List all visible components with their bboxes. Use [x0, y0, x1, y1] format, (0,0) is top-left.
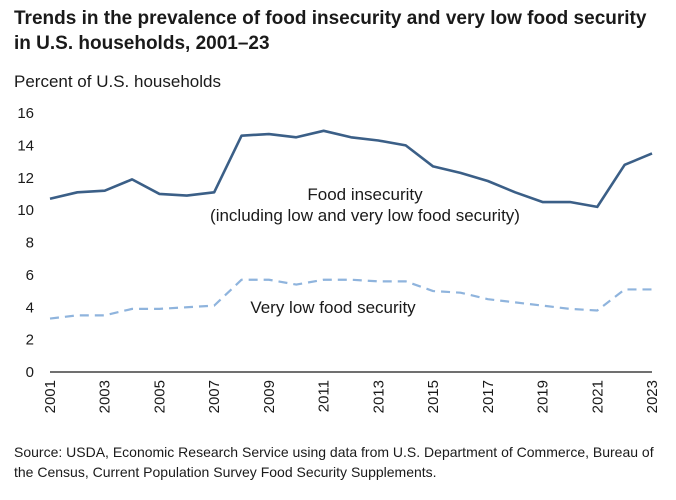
series-annotations: Food insecurity (including low and very l… [210, 185, 520, 317]
y-tick-label: 4 [26, 299, 34, 316]
y-tick-label: 2 [26, 332, 34, 349]
x-tick-label: 2009 [261, 380, 278, 413]
x-tick-label: 2019 [535, 380, 552, 413]
y-tick-label: 12 [17, 170, 34, 187]
x-tick-label: 2021 [589, 380, 606, 413]
y-tick-label: 0 [26, 364, 34, 381]
line-chart: 0 2 4 6 8 10 12 14 16 2001 2003 2005 2007 2009 2011 201… [17, 105, 661, 413]
series-line-very-low-food-security [49, 278, 652, 320]
axes: 0 2 4 6 8 10 12 14 16 2001 2003 2005 2007 2009 2011 201… [17, 105, 661, 413]
y-axis-label: Percent of U.S. households [14, 72, 221, 91]
y-tick-label: 14 [17, 137, 34, 154]
x-tick-label: 2011 [316, 380, 333, 412]
source-note: Source: USDA, Economic Research Service … [14, 444, 654, 480]
x-tick-label: 2001 [42, 380, 59, 413]
y-tick-label: 16 [17, 105, 34, 122]
y-tick-label: 10 [17, 202, 34, 219]
x-tick-label: 2003 [97, 380, 114, 413]
series-lines [49, 129, 653, 320]
chart-title: Trends in the prevalence of food insecur… [14, 8, 647, 54]
y-tick-label: 8 [26, 235, 34, 252]
y-tick-label: 6 [26, 267, 34, 284]
x-tick-label: 2005 [151, 380, 168, 413]
series-annotation: Very low food security [250, 298, 416, 317]
x-tick-label: 2007 [206, 380, 223, 413]
x-tick-label: 2017 [480, 380, 497, 413]
x-tick-label: 2023 [644, 380, 661, 413]
x-tick-label: 2013 [370, 380, 387, 413]
series-annotation: (including low and very low food securit… [210, 206, 520, 225]
series-annotation: Food insecurity [307, 185, 423, 204]
x-tick-label: 2015 [425, 380, 442, 413]
series-line-food-insecurity [49, 129, 653, 209]
